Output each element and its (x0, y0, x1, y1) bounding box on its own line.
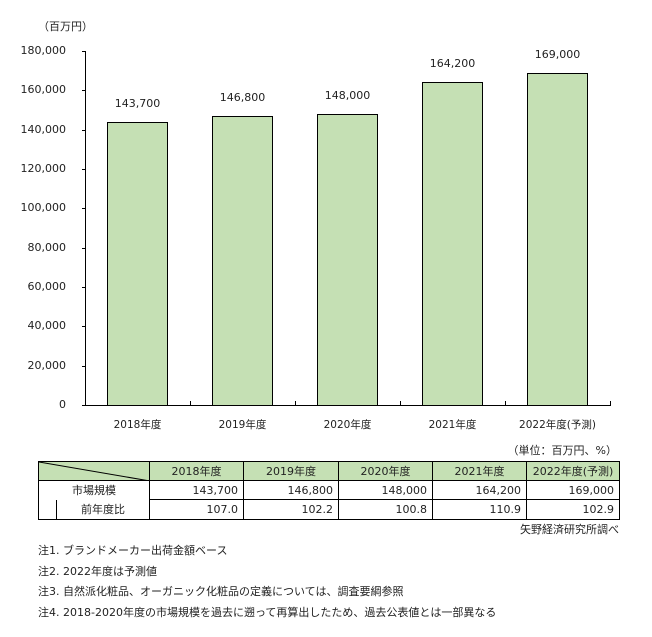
y-axis-unit-label: （百万円） (38, 20, 93, 33)
y-tick-label: 100,000 (20, 201, 67, 215)
note-3: 注3. 自然派化粧品、オーガニック化粧品の定義については、調査要綱参照 (38, 585, 404, 598)
x-category-label: 2022年度(予測) (519, 419, 596, 431)
y-tick-label: 180,000 (20, 44, 67, 57)
table-cell: 143,700 (149, 480, 244, 500)
y-tick (82, 51, 86, 52)
y-tick-label: 80,000 (27, 240, 67, 254)
table-header-2022: 2022年度(予測) (526, 461, 620, 481)
y-tick-label: 60,000 (27, 280, 67, 293)
y-tick-label: 140,000 (20, 122, 67, 136)
row-label-yoy: 前年度比 (81, 502, 125, 516)
y-tick (82, 169, 86, 170)
table-cell: 164,200 (432, 480, 527, 500)
bar-value-label: 148,000 (324, 88, 371, 102)
bar-value-label: 164,200 (429, 57, 476, 71)
x-tick (400, 401, 401, 405)
y-tick-label: 40,000 (27, 319, 67, 333)
x-tick (610, 401, 611, 405)
table-cell: 102.9 (526, 499, 620, 520)
y-tick (82, 405, 86, 406)
bar (107, 122, 168, 406)
x-tick (505, 401, 506, 405)
data-table: 2018年度 2019年度 2020年度 2021年度 2022年度(予測) 市… (38, 461, 620, 520)
table-corner-cell (38, 461, 150, 481)
bar-value-label: 146,800 (219, 91, 266, 105)
y-tick (82, 208, 86, 210)
y-tick (82, 287, 86, 288)
y-tick (82, 90, 86, 92)
bar-value-label: 143,700 (114, 97, 161, 111)
bar (212, 116, 273, 406)
table-header-2018: 2018年度 (149, 461, 244, 481)
table-header-row: 2018年度 2019年度 2020年度 2021年度 2022年度(予測) (38, 461, 620, 481)
x-category-label: 2018年度 (113, 419, 162, 431)
y-tick (82, 129, 86, 131)
table-cell: 148,000 (338, 480, 433, 500)
table-cell: 110.9 (432, 499, 527, 520)
bar (317, 113, 378, 406)
x-tick (190, 401, 191, 405)
table-unit-note: （単位：百万円、%） (507, 444, 617, 457)
y-tick-label: 160,000 (20, 83, 67, 97)
bar-value-label: 169,000 (534, 47, 581, 61)
x-category-label: 2019年度 (218, 419, 267, 431)
table-row-market-size: 市場規模 143,700 146,800 148,000 164,200 169… (38, 480, 620, 500)
table-cell: 107.0 (149, 499, 244, 520)
y-tick (82, 247, 86, 249)
y-tick-label: 0 (59, 398, 66, 411)
bar (422, 82, 483, 406)
table-cell: 146,800 (243, 480, 339, 500)
y-tick (82, 365, 86, 367)
table-cell: 169,000 (526, 480, 620, 500)
table-cell: 100.8 (338, 499, 433, 520)
x-category-label: 2021年度 (428, 419, 477, 431)
note-1: 注1. ブランドメーカー出荷金額ベース (38, 544, 228, 557)
table-row-yoy: 前年度比 107.0 102.2 100.8 110.9 102.9 (38, 499, 620, 520)
table-cell: 102.2 (243, 499, 339, 520)
y-tick-label: 120,000 (20, 162, 67, 175)
bar (527, 72, 588, 406)
note-2: 注2. 2022年度は予測値 (38, 564, 157, 578)
table-header-2020: 2020年度 (338, 461, 433, 481)
notes: 注1. ブランドメーカー出荷金額ベース 注2. 2022年度は予測値 注3. 自… (38, 541, 496, 623)
x-category-label: 2020年度 (323, 419, 372, 431)
row-label-cell-yoy: 前年度比 (38, 499, 150, 520)
row-label-market-size: 市場規模 (38, 480, 150, 500)
note-4: 注4. 2018-2020年度の市場規模を過去に遡って再算出したため、過去公表値… (38, 605, 497, 619)
source-credit: 矢野経済研究所調べ (520, 523, 619, 536)
x-tick (295, 401, 296, 405)
table-header-2019: 2019年度 (243, 461, 339, 481)
diagonal-line-icon (39, 462, 150, 481)
y-axis (85, 51, 86, 405)
y-tick (82, 326, 86, 328)
y-tick-label: 20,000 (27, 358, 67, 372)
table-header-2021: 2021年度 (432, 461, 527, 481)
